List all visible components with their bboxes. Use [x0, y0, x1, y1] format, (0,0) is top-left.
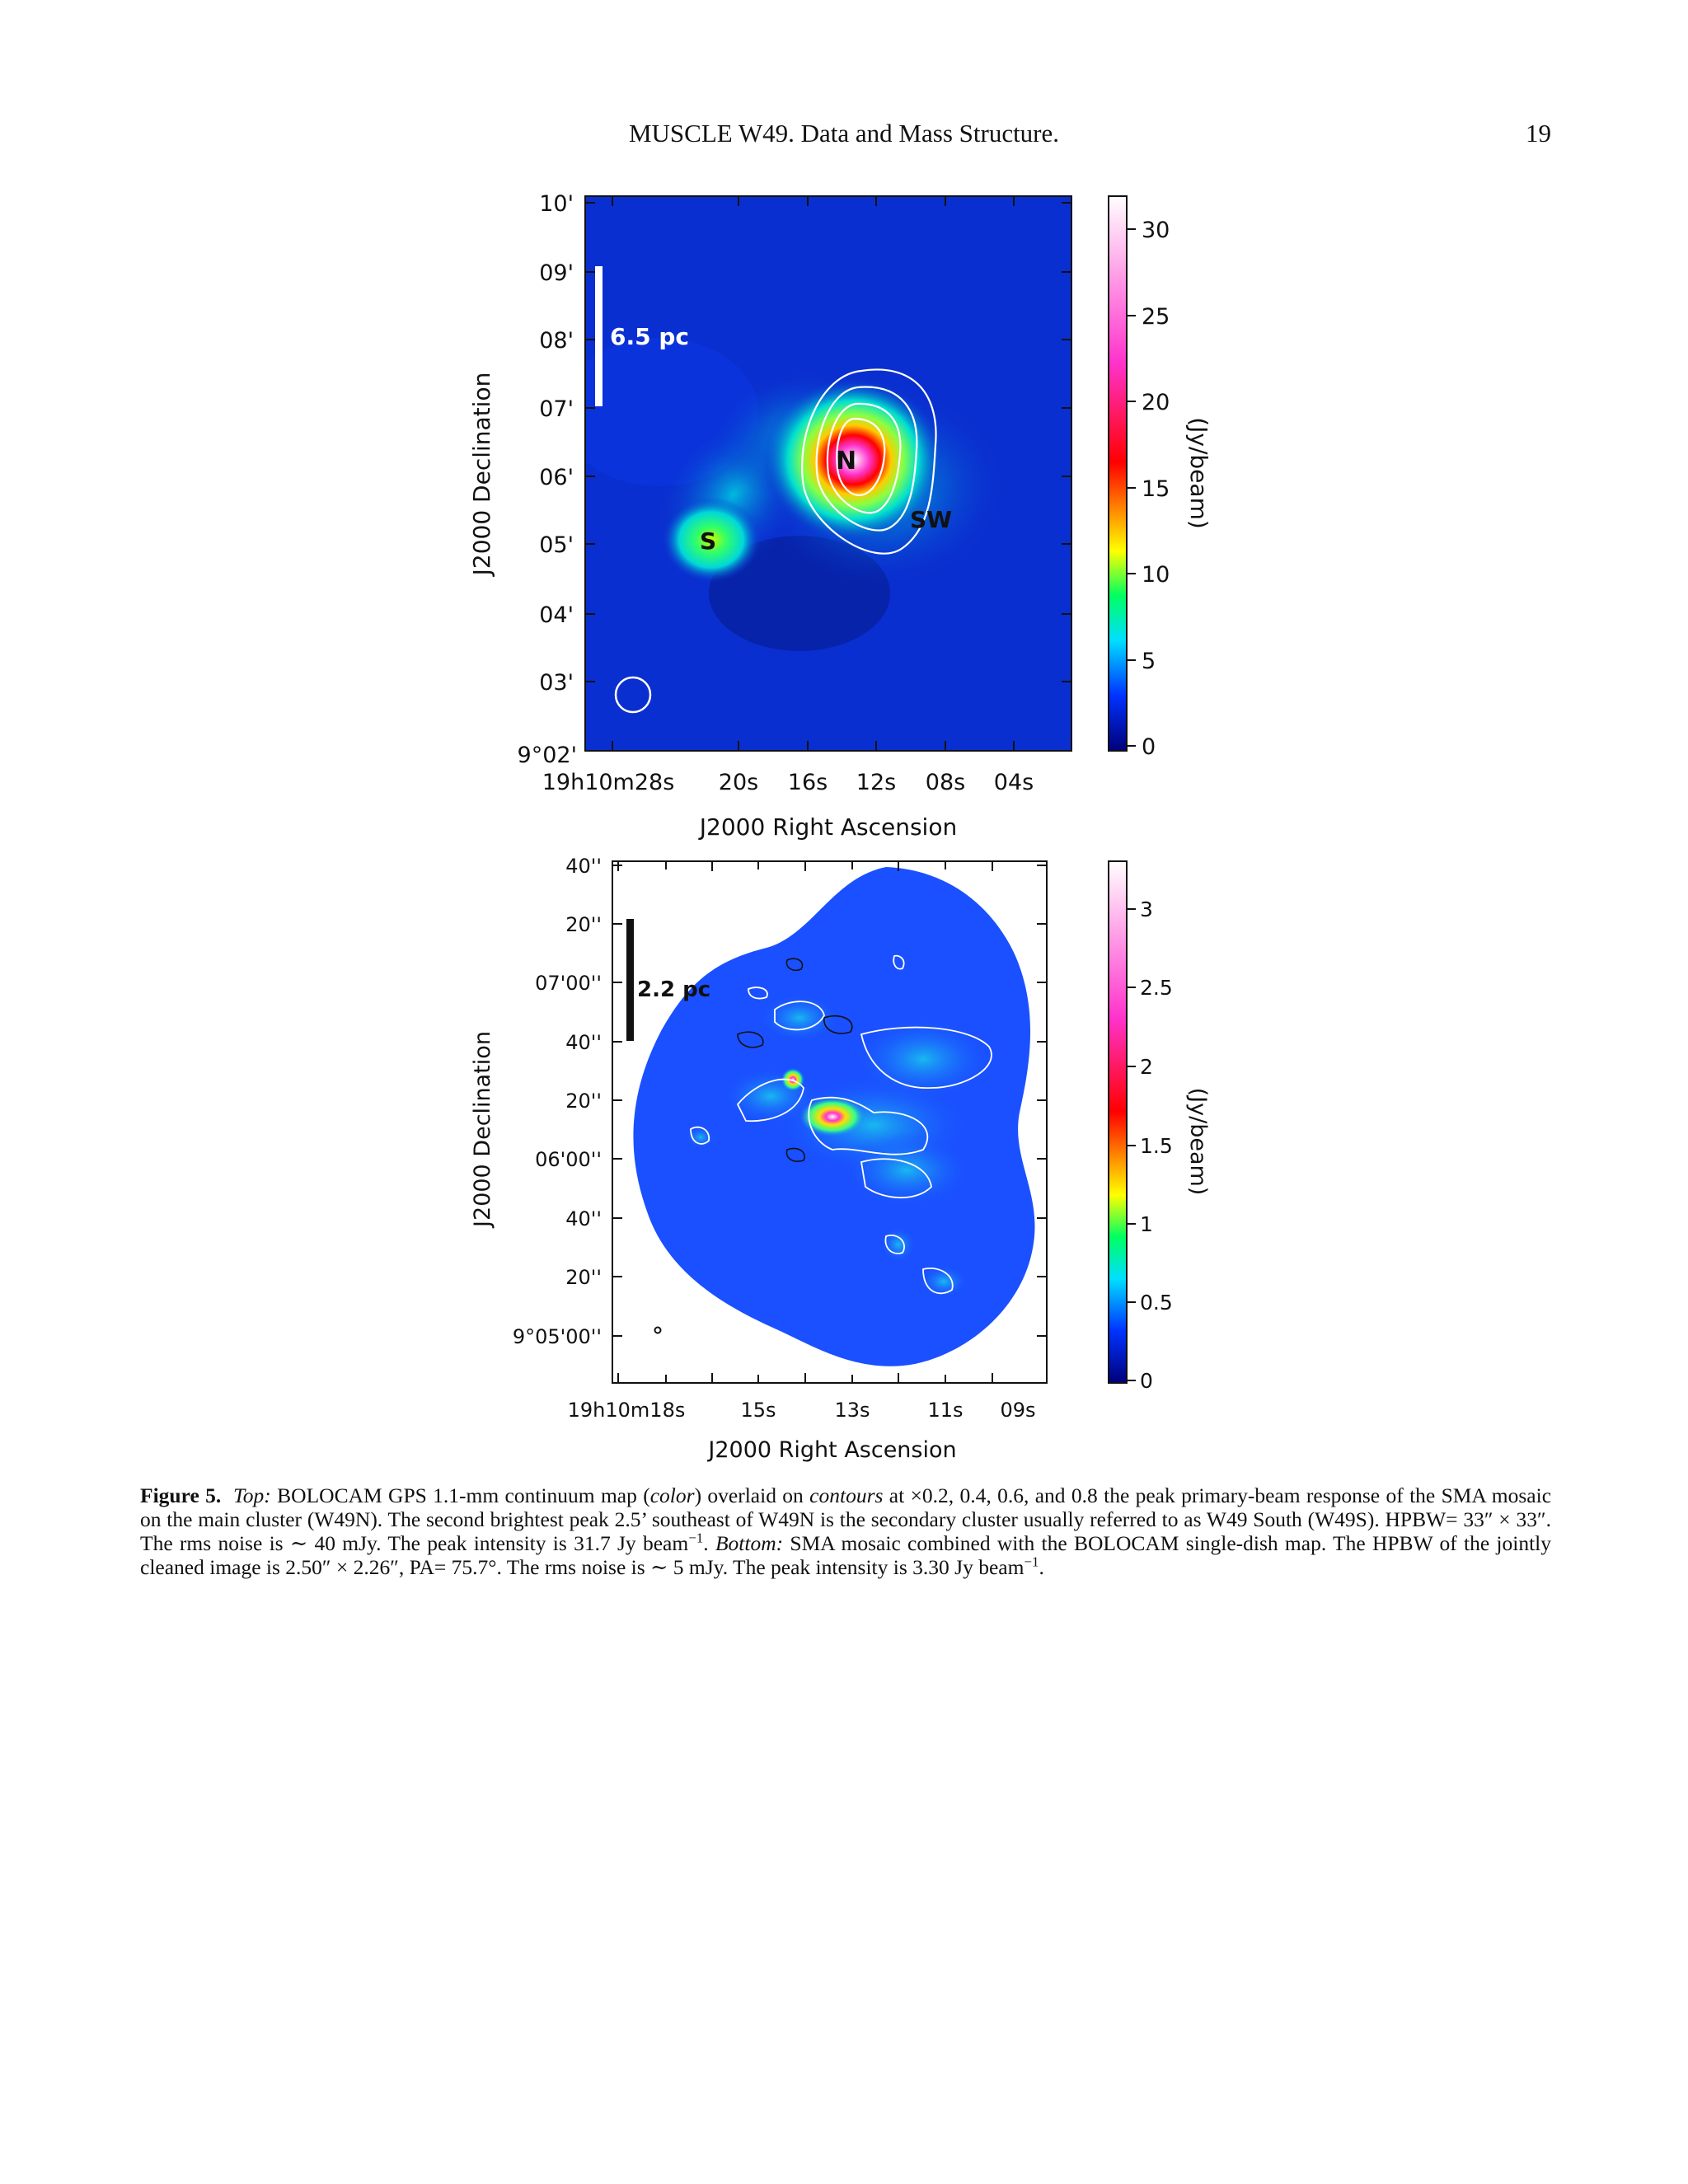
top-dec-tick: 04' — [539, 602, 574, 628]
top-map-frame — [584, 195, 1072, 752]
bottom-ra-tick-labels: 19h10m18s 15s 13s 11s 09s — [568, 1399, 1036, 1422]
top-colorbar-label: (Jy/beam) — [1185, 417, 1212, 529]
caption-superscript: −1 — [688, 1530, 704, 1546]
top-scale-bar — [595, 266, 603, 406]
top-contours — [801, 368, 937, 555]
bottom-dec-tick: 9°05'00'' — [513, 1325, 602, 1348]
top-beam-ellipse — [614, 676, 652, 714]
caption-superscript: −1 — [1024, 1554, 1039, 1570]
bottom-contours — [690, 954, 992, 1295]
bottom-dec-tick: 20'' — [565, 913, 602, 936]
top-dec-tick: 08' — [539, 328, 574, 354]
bottom-tick-marks — [612, 861, 1047, 1383]
bottom-scale-bar — [626, 919, 634, 1041]
bottom-ra-tick: 13s — [834, 1399, 870, 1422]
bottom-colorbar-label: (Jy/beam) — [1185, 1088, 1211, 1196]
top-ra-tick: 16s — [788, 770, 828, 795]
caption-text: at ×0.2, 0.4, 0.6, and 0.8 the peak prim… — [140, 1483, 1552, 1555]
bottom-negative-contours — [737, 958, 853, 1162]
top-dec-tick: 06' — [539, 465, 574, 490]
bottom-ra-tick: 19h10m18s — [568, 1399, 686, 1422]
figure-5: 6.5 pc N S SW 10' 09' 08' 07' 06' 05' 04… — [468, 191, 1212, 1463]
figure-caption: Figure 5. Top: BOLOCAM GPS 1.1-mm contin… — [140, 1483, 1551, 1579]
top-dec-tick: 10' — [539, 191, 574, 217]
bottom-xlabel: J2000 Right Ascension — [706, 1437, 956, 1463]
bottom-dec-tick: 40'' — [565, 1031, 602, 1054]
top-colorbar-scale — [1108, 195, 1128, 752]
caption-text: . — [703, 1531, 715, 1555]
caption-contours-word: contours — [809, 1483, 884, 1507]
bottom-map-panel: 2.2 pc 40'' 20'' 07'00'' 40'' 20'' 06'00… — [470, 855, 1048, 1463]
bottom-scale-bar-label: 2.2 pc — [637, 977, 710, 1002]
top-map-panel: 6.5 pc N S SW 10' 09' 08' 07' 06' 05' 04… — [468, 191, 1072, 841]
bottom-colorbar-tick: 2 — [1140, 1055, 1153, 1079]
bottom-dec-tick: 40'' — [565, 855, 602, 878]
bottom-ylabel: J2000 Declination — [470, 1031, 495, 1229]
bottom-colorbar-tick: 0 — [1140, 1369, 1153, 1393]
bottom-dec-tick: 20'' — [565, 1266, 602, 1289]
source-label-sw: SW — [910, 506, 952, 533]
caption-color-word: color — [649, 1483, 695, 1507]
top-scale-bar-label: 6.5 pc — [610, 323, 689, 350]
top-colorbar-tick: 10 — [1142, 562, 1170, 588]
bottom-ra-tick: 15s — [740, 1399, 776, 1422]
top-dec-tick: 05' — [539, 532, 574, 558]
bottom-dec-tick: 07'00'' — [535, 972, 602, 995]
bottom-dec-tick-labels: 40'' 20'' 07'00'' 40'' 20'' 06'00'' 40''… — [513, 855, 602, 1348]
caption-text: SMA mosaic combined with the BOLOCAM sin… — [140, 1531, 1552, 1579]
top-ra-tick: 19h10m28s — [542, 770, 675, 795]
top-dec-tick: 09' — [539, 260, 574, 286]
bottom-ra-tick: 11s — [927, 1399, 963, 1422]
top-tick-marks — [585, 196, 1071, 751]
top-emission — [585, 338, 1006, 651]
running-title: MUSCLE W49. Data and Mass Structure. — [628, 119, 1060, 148]
bottom-colorbar-tick: 1 — [1140, 1212, 1153, 1236]
top-dec-tick: 9°02' — [518, 743, 577, 768]
caption-text: . — [1039, 1555, 1044, 1579]
top-colorbar-tick: 15 — [1142, 476, 1170, 502]
page-number: 19 — [1526, 119, 1551, 148]
top-dec-tick: 07' — [539, 396, 574, 422]
caption-bottom-word: Bottom: — [715, 1531, 784, 1555]
source-label-s: S — [700, 527, 716, 555]
top-ra-tick: 12s — [856, 770, 896, 795]
caption-text: ) overlaid on — [694, 1483, 810, 1507]
source-label-n: N — [836, 447, 856, 476]
top-colorbar-tick: 5 — [1142, 649, 1156, 674]
bottom-colorbar-tick: 0.5 — [1140, 1291, 1173, 1315]
top-colorbar: 30 25 20 15 10 5 0 (Jy/beam) — [1108, 195, 1212, 760]
caption-label: Figure 5. — [140, 1483, 222, 1507]
bottom-ra-tick: 09s — [1000, 1399, 1035, 1422]
bottom-colorbar-tick: 1.5 — [1140, 1134, 1173, 1158]
bottom-colorbar-tick: 2.5 — [1140, 976, 1173, 1000]
top-ra-tick: 08s — [926, 770, 965, 795]
caption-text: BOLOCAM GPS 1.1-mm continuum map ( — [270, 1483, 650, 1507]
bottom-colorbar-tick: 3 — [1140, 898, 1153, 921]
bottom-dec-tick: 06'00'' — [535, 1148, 602, 1171]
top-ra-tick-labels: 19h10m28s 20s 16s 12s 08s 04s — [542, 770, 1034, 795]
top-colorbar-tick: 20 — [1142, 390, 1170, 415]
top-dec-tick-labels: 10' 09' 08' 07' 06' 05' 04' 03' 9°02' — [518, 191, 577, 768]
top-ra-tick: 20s — [719, 770, 758, 795]
top-ylabel: J2000 Declination — [468, 373, 495, 578]
top-ra-tick: 04s — [994, 770, 1034, 795]
bottom-colorbar-scale — [1108, 860, 1128, 1384]
bottom-colorbar: 3 2.5 2 1.5 1 0.5 0 (Jy/beam) — [1108, 860, 1211, 1393]
top-colorbar-tick: 30 — [1142, 218, 1170, 243]
top-xlabel: J2000 Right Ascension — [698, 813, 957, 841]
running-head: MUSCLE W49. Data and Mass Structure. 19 — [0, 119, 1688, 152]
caption-top-word: Top: — [232, 1483, 271, 1507]
top-colorbar-tick: 25 — [1142, 304, 1170, 330]
bottom-beam-ellipse — [654, 1326, 662, 1334]
bottom-dec-tick: 20'' — [565, 1090, 602, 1113]
top-colorbar-tick: 0 — [1142, 734, 1156, 760]
bottom-dec-tick: 40'' — [565, 1207, 602, 1230]
top-dec-tick: 03' — [539, 670, 574, 696]
